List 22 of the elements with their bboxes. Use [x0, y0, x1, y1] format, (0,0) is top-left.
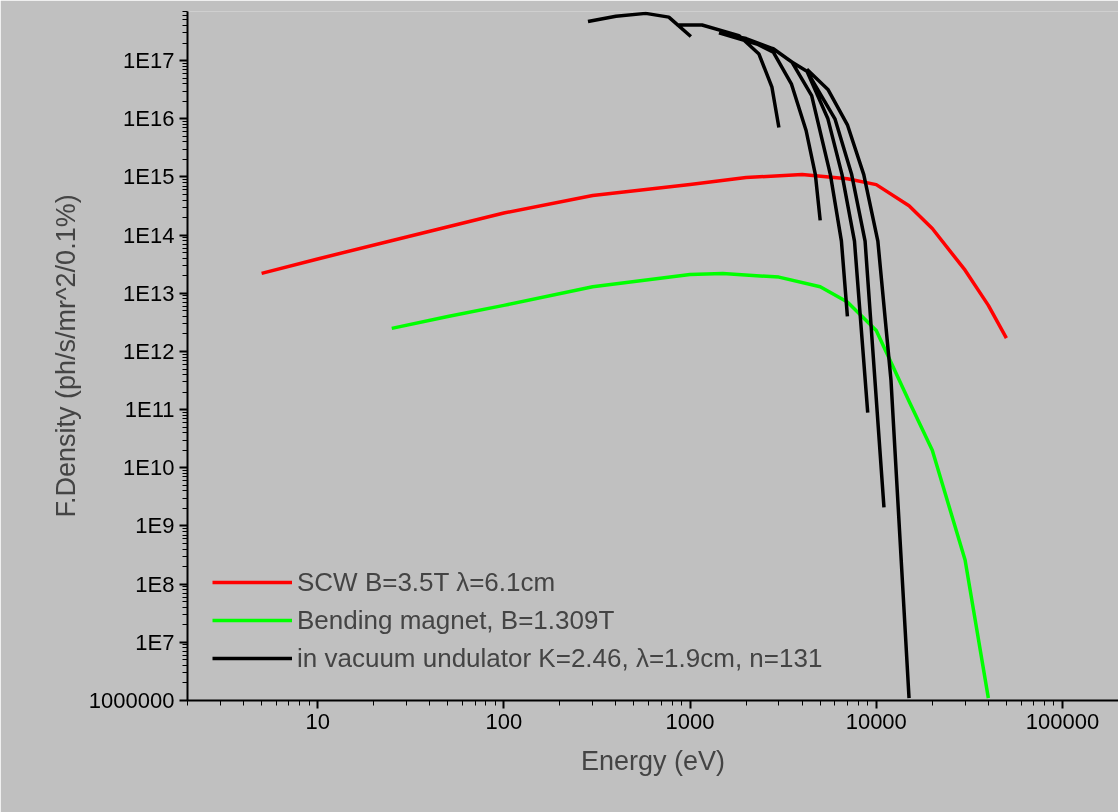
- y-tick-label: 1E12: [123, 338, 175, 364]
- y-tick-label: 1E8: [135, 571, 175, 597]
- y-tick-label: 1E17: [123, 48, 175, 74]
- x-tick-label: 1000: [665, 708, 715, 734]
- y-tick-label: 1E16: [123, 106, 175, 132]
- y-tick-label: 1E9: [135, 513, 175, 539]
- y-axis-title: F.Density (ph/s/mr^2/0.1%): [50, 194, 81, 518]
- y-tick-label: 1E14: [123, 222, 175, 248]
- x-axis-title: Energy (eV): [580, 745, 726, 776]
- legend-label: in vacuum undulator K=2.46, λ=1.9cm, n=131: [297, 641, 823, 675]
- x-tick-label: 10000: [845, 708, 907, 734]
- y-tick-label: 1000000: [88, 688, 175, 713]
- x-tick-label: 10: [305, 708, 330, 734]
- legend-label: SCW B=3.5T λ=6.1cm: [297, 565, 556, 599]
- y-tick-label: 1E13: [123, 280, 175, 306]
- y-tick-label: 1E10: [123, 455, 175, 481]
- y-tick-label: 1E7: [135, 629, 175, 655]
- y-tick-label: 1E11: [124, 397, 175, 423]
- y-tick-label: 1E15: [123, 164, 175, 190]
- x-tick-label: 100000: [1025, 708, 1100, 734]
- x-tick-label: 100: [485, 708, 523, 734]
- legend-label: Bending magnet, B=1.309T: [297, 603, 615, 637]
